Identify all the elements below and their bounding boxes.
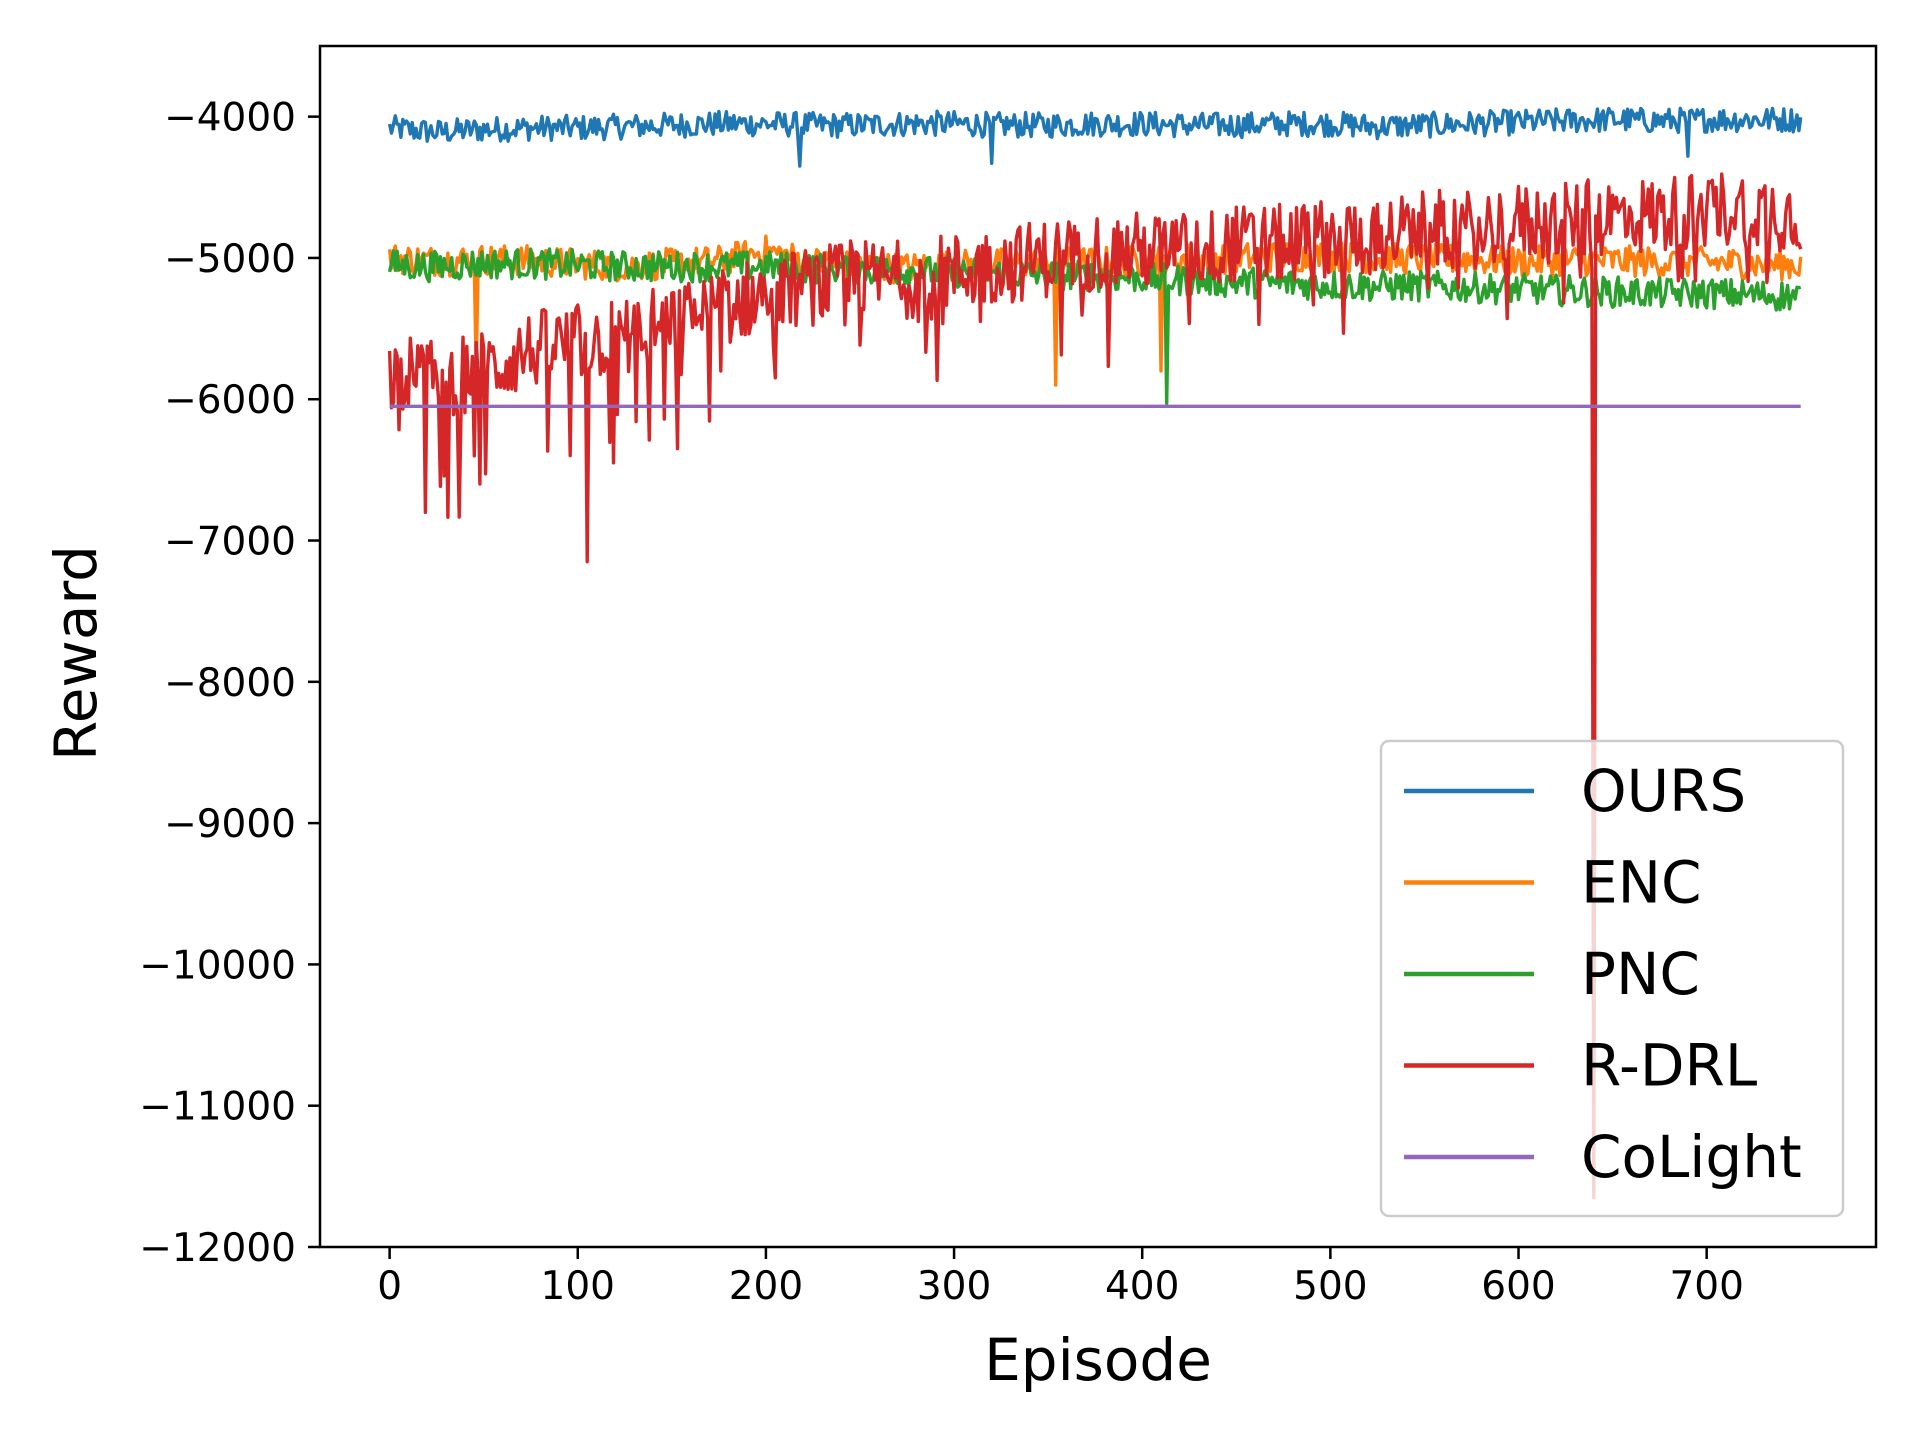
plot-lines bbox=[387, 106, 1803, 1200]
y-axis-label: Reward bbox=[42, 545, 110, 761]
y-tick-label: −12000 bbox=[139, 1226, 296, 1271]
x-tick-label: 400 bbox=[1105, 1264, 1179, 1309]
y-tick-label: −7000 bbox=[164, 520, 296, 565]
x-tick-label: 500 bbox=[1293, 1264, 1367, 1309]
legend: OURS ENC PNC R-DRL CoLight bbox=[1379, 739, 1845, 1218]
y-tick-label: −11000 bbox=[139, 1085, 296, 1130]
legend-label: PNC bbox=[1581, 940, 1700, 1008]
series-line-ours bbox=[387, 106, 1803, 168]
legend-label: OURS bbox=[1581, 757, 1746, 825]
x-tick-label: 200 bbox=[729, 1264, 803, 1309]
x-tick-label: 100 bbox=[541, 1264, 615, 1309]
y-tick-label: −5000 bbox=[164, 237, 296, 282]
series-line-r-drl bbox=[387, 172, 1803, 1200]
y-axis: −4000 −5000 −6000 −7000 −8000 −9000 −10000 −110… bbox=[139, 96, 320, 1271]
x-tick-label: 0 bbox=[377, 1264, 402, 1309]
x-axis: 0 100 200 300 400 500 600 700 bbox=[377, 1247, 1744, 1309]
plot-frame bbox=[318, 44, 1878, 1249]
x-tick-label: 300 bbox=[917, 1264, 991, 1309]
legend-label: ENC bbox=[1581, 849, 1702, 917]
y-tick-label: −9000 bbox=[164, 802, 296, 847]
y-tick-label: −4000 bbox=[164, 96, 296, 141]
y-tick-label: −10000 bbox=[139, 943, 296, 988]
legend-label: R-DRL bbox=[1581, 1032, 1757, 1100]
x-axis-label: Episode bbox=[984, 1326, 1212, 1394]
y-tick-label: −6000 bbox=[164, 378, 296, 423]
legend-box bbox=[1379, 739, 1845, 1218]
y-tick-label: −8000 bbox=[164, 661, 296, 706]
legend-label: CoLight bbox=[1581, 1123, 1802, 1191]
x-tick-label: 600 bbox=[1481, 1264, 1555, 1309]
x-tick-label: 700 bbox=[1669, 1264, 1743, 1309]
